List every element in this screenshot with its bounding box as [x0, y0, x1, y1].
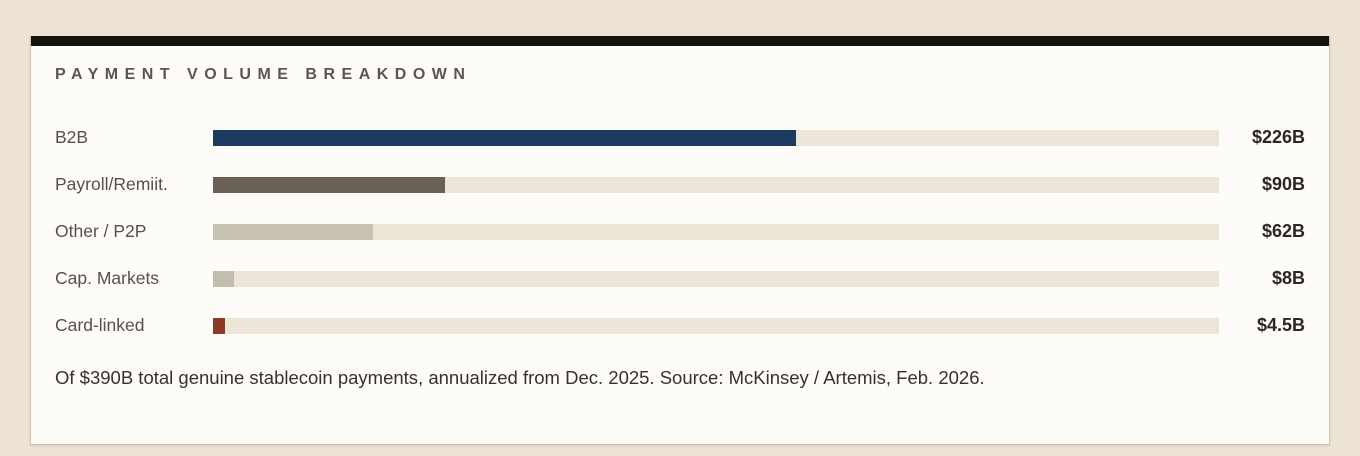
chart-row: Cap. Markets $8B — [55, 255, 1305, 302]
row-label: Payroll/Remiit. — [55, 174, 168, 194]
bar-track — [213, 270, 1219, 287]
row-label: Card-linked — [55, 315, 145, 335]
row-value: $90B — [1261, 174, 1305, 194]
card-content: PAYMENT VOLUME BREAKDOWN B2B $226B Payro… — [31, 66, 1329, 389]
bar-fill — [213, 176, 446, 193]
bar-fill — [213, 129, 796, 146]
bar-track — [213, 223, 1219, 240]
row-value: $8B — [1271, 268, 1305, 288]
bar-chart: B2B $226B Payroll/Remiit. $90B Other / P… — [55, 114, 1305, 349]
bar-track — [213, 317, 1219, 334]
chart-row: B2B $226B — [55, 114, 1305, 161]
chart-row: Card-linked $4.5B — [55, 302, 1305, 349]
row-label: B2B — [55, 127, 89, 147]
bar-track — [213, 176, 1219, 193]
chart-card: PAYMENT VOLUME BREAKDOWN B2B $226B Payro… — [30, 36, 1330, 445]
row-label: Cap. Markets — [55, 268, 160, 288]
row-value: $62B — [1261, 221, 1305, 241]
bar-fill — [213, 317, 225, 334]
row-value: $226B — [1251, 127, 1305, 147]
row-label: Other / P2P — [55, 221, 147, 241]
chart-row: Payroll/Remiit. $90B — [55, 161, 1305, 208]
card-top-accent-bar — [31, 36, 1329, 46]
bar-track — [213, 129, 1219, 146]
bar-fill — [213, 270, 234, 287]
chart-title: PAYMENT VOLUME BREAKDOWN — [55, 66, 472, 83]
chart-row: Other / P2P $62B — [55, 208, 1305, 255]
source-note: Of $390B total genuine stablecoin paymen… — [55, 367, 985, 388]
bar-fill — [213, 223, 373, 240]
row-value: $4.5B — [1256, 315, 1305, 335]
